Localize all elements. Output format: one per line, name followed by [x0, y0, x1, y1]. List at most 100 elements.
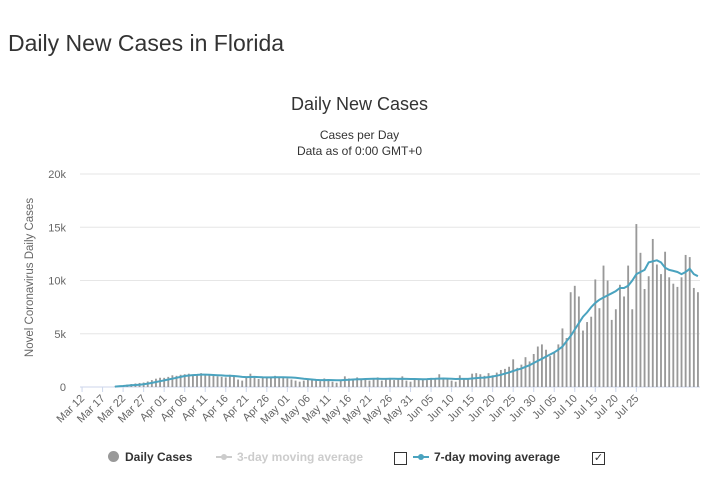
- bar: [311, 379, 313, 387]
- bar: [573, 285, 576, 387]
- bar: [200, 373, 203, 387]
- bar: [680, 277, 683, 387]
- bar: [524, 357, 527, 387]
- bar: [610, 319, 613, 387]
- bar: [471, 373, 474, 387]
- bar: [327, 379, 330, 387]
- bar: [627, 265, 630, 387]
- bar: [413, 378, 416, 387]
- bar: [557, 344, 560, 387]
- bar: [372, 379, 375, 387]
- bar: [417, 379, 420, 387]
- bar: [261, 376, 264, 387]
- bar: [348, 378, 350, 387]
- bar: [692, 287, 695, 387]
- bar: [660, 274, 662, 387]
- chart-title: Daily New Cases: [290, 94, 429, 114]
- bar: [208, 375, 211, 387]
- bar: [635, 224, 638, 387]
- bar: [540, 344, 543, 387]
- bar: [315, 380, 318, 387]
- bar: [491, 375, 494, 387]
- bar: [442, 379, 445, 387]
- line-marker-icon: [413, 451, 429, 463]
- bar: [323, 378, 326, 387]
- bar: [163, 377, 166, 387]
- bar: [684, 254, 687, 387]
- bar: [495, 372, 498, 387]
- bar: [421, 379, 424, 387]
- bar: [179, 374, 182, 387]
- bar: [290, 379, 293, 387]
- bar: [294, 380, 297, 387]
- bar: [582, 330, 584, 387]
- bar: [606, 280, 609, 387]
- bar-series: [113, 224, 699, 387]
- bar: [306, 378, 309, 387]
- bar: [462, 379, 465, 387]
- avg7-series: [114, 259, 699, 388]
- y-tick-label: 0: [60, 382, 66, 394]
- bar: [241, 380, 244, 387]
- bar: [569, 292, 572, 387]
- bar: [405, 380, 408, 387]
- bar: [233, 376, 235, 387]
- page-heading: Daily New Cases in Florida: [8, 30, 285, 56]
- bar: [191, 374, 194, 387]
- bar: [499, 369, 502, 387]
- bar: [639, 252, 642, 387]
- bar: [339, 379, 342, 387]
- legend-item-daily-cases[interactable]: Daily Cases: [108, 450, 192, 464]
- bar: [302, 380, 305, 387]
- checkbox-7-day-average[interactable]: ✓: [592, 452, 605, 465]
- bar: [265, 377, 268, 387]
- line-marker-icon: [216, 451, 232, 463]
- bar: [598, 308, 601, 387]
- bar: [270, 377, 272, 387]
- bar: [282, 377, 285, 387]
- bar: [483, 375, 486, 387]
- bar: [565, 338, 568, 387]
- legend-item-3-day-average[interactable]: 3-day moving average: [216, 450, 363, 464]
- bar: [594, 279, 597, 387]
- bar: [553, 352, 556, 387]
- bar: [220, 376, 223, 387]
- bar: [545, 349, 547, 387]
- bar: [528, 361, 531, 387]
- bar: [183, 374, 186, 387]
- y-axis-title: Novel Coronavirus Daily Cases: [24, 198, 36, 357]
- y-tick-label: 20k: [48, 169, 66, 181]
- bar: [319, 381, 322, 387]
- bar: [676, 286, 679, 387]
- bar: [532, 353, 535, 387]
- bar: [458, 375, 461, 387]
- bar: [389, 377, 391, 387]
- bar: [504, 368, 506, 387]
- bar: [224, 377, 227, 387]
- avg7-line: [114, 259, 699, 388]
- bar: [331, 381, 334, 387]
- bar: [171, 375, 174, 387]
- checkbox-3-day-average[interactable]: [394, 452, 407, 465]
- legend-item-7-day-average[interactable]: 7-day moving average: [413, 450, 560, 464]
- bar: [352, 379, 354, 387]
- bar: [212, 375, 215, 387]
- bar: [512, 359, 515, 387]
- bar: [446, 379, 449, 387]
- bar: [577, 296, 580, 387]
- bar: [479, 374, 482, 387]
- bar: [430, 377, 432, 387]
- bar: [697, 292, 699, 387]
- bar: [487, 373, 490, 387]
- bar: [614, 309, 617, 387]
- bar: [368, 380, 371, 387]
- bar: [175, 375, 178, 387]
- bar: [343, 376, 346, 387]
- bar: [397, 379, 400, 387]
- bar: [401, 376, 404, 387]
- bar: [672, 283, 675, 387]
- chart-data-timestamp: Data as of 0:00 GMT+0: [296, 144, 423, 158]
- bar: [586, 322, 589, 387]
- bar: [376, 377, 379, 387]
- y-tick-label: 10k: [48, 276, 66, 288]
